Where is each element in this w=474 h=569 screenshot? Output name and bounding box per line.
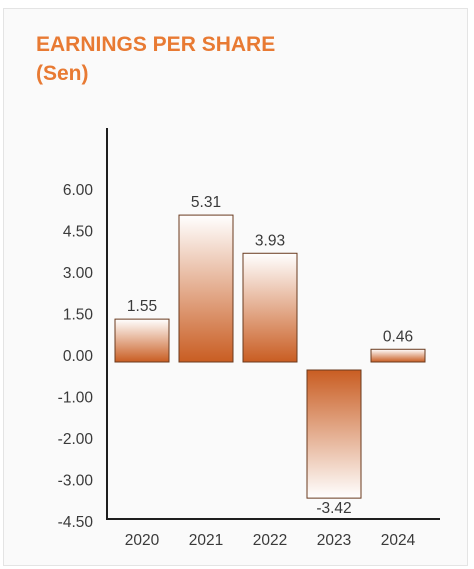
data-label: 0.46 xyxy=(383,328,413,345)
y-tick-label: 0.00 xyxy=(63,348,94,365)
chart-card xyxy=(3,8,468,566)
x-tick-label: 2023 xyxy=(317,532,351,549)
y-tick-label: -1.00 xyxy=(58,390,94,407)
data-label: 3.93 xyxy=(255,232,285,249)
bar-2023 xyxy=(306,369,362,499)
bar-2020 xyxy=(114,318,170,363)
bars xyxy=(114,214,426,499)
y-tick-label: 6.00 xyxy=(63,182,94,199)
bar-2022 xyxy=(242,252,298,363)
data-label: 1.55 xyxy=(127,298,157,315)
bar-2021 xyxy=(178,214,234,363)
y-tick-label: 4.50 xyxy=(63,224,94,241)
chart-title-text: EARNINGS PER SHARE xyxy=(36,33,276,56)
data-label: 5.31 xyxy=(191,194,221,211)
bar-2024 xyxy=(370,348,426,363)
x-axis-ticks: 2020 2021 2022 2023 2024 xyxy=(125,532,416,549)
data-labels: 1.55 5.31 3.93 -3.42 0.46 xyxy=(127,194,413,517)
x-tick-label: 2020 xyxy=(125,532,160,549)
y-tick-label: -4.50 xyxy=(58,514,94,531)
y-axis-ticks: 6.00 4.50 3.00 1.50 0.00 -1.00 -2.00 -3.00 -4.50 xyxy=(58,182,94,531)
y-tick-label: 3.00 xyxy=(63,265,94,282)
x-tick-label: 2024 xyxy=(381,532,416,549)
y-tick-label: -3.00 xyxy=(58,473,94,490)
chart-subtitle: (Sen) xyxy=(36,62,89,85)
y-tick-label: -2.00 xyxy=(58,431,94,448)
data-label: -3.42 xyxy=(316,500,351,517)
chart-title: EARNINGS PER SHARE (Sen) xyxy=(36,30,275,88)
x-tick-label: 2022 xyxy=(253,532,287,549)
x-tick-label: 2021 xyxy=(189,532,223,549)
y-tick-label: 1.50 xyxy=(63,307,94,324)
